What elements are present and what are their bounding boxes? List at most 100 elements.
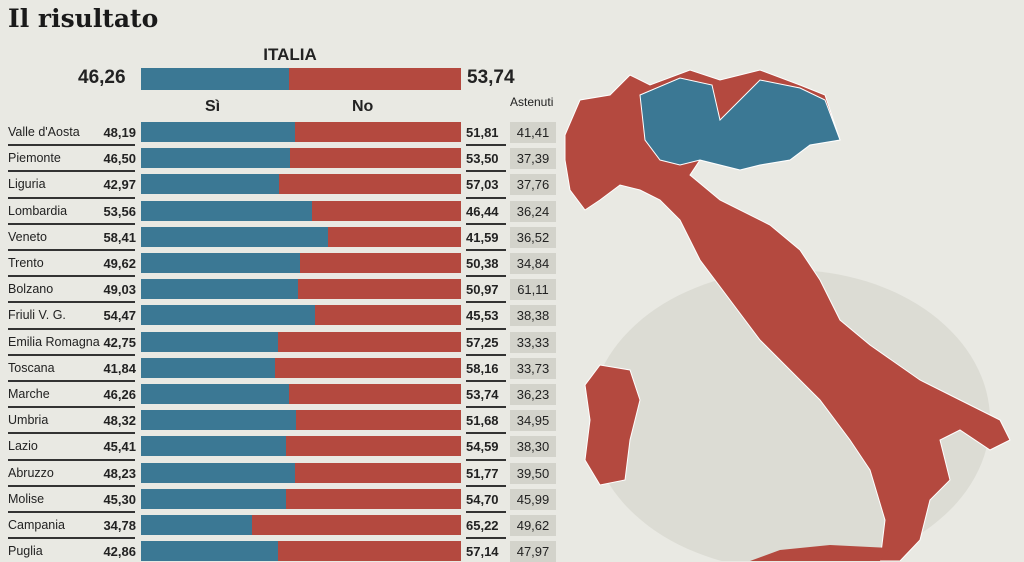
region-bar-no <box>295 462 461 483</box>
row-divider <box>8 458 135 461</box>
region-label: Friuli V. G. <box>8 308 66 323</box>
region-bar-no <box>295 410 461 431</box>
region-no-value: 53,74 <box>466 387 499 402</box>
region-bar-no <box>312 200 461 221</box>
region-si-value: 53,56 <box>103 203 136 219</box>
row-divider <box>8 196 135 199</box>
region-bar-si <box>141 226 328 247</box>
region-label: Puglia <box>8 544 43 559</box>
region-si-value: 46,50 <box>103 151 136 167</box>
region-astenuti-value: 39,50 <box>510 462 556 484</box>
region-bar <box>141 384 461 404</box>
region-si-value: 54,47 <box>103 308 136 324</box>
row-divider <box>466 196 506 199</box>
region-bar <box>141 226 461 247</box>
national-label: ITALIA <box>263 45 317 64</box>
region-bar-no <box>299 253 461 273</box>
region-si-value: 42,97 <box>103 177 136 193</box>
region-astenuti-value: 34,95 <box>510 410 556 432</box>
region-bar-si <box>141 174 279 195</box>
region-si-value: 48,19 <box>103 125 136 140</box>
row-divider <box>8 432 135 435</box>
region-astenuti-value: 41,41 <box>510 122 556 143</box>
row-divider <box>466 222 506 225</box>
region-label: Trento <box>8 256 44 270</box>
region-bar <box>141 148 461 169</box>
region-bar <box>141 279 461 300</box>
region-bar-no <box>274 357 461 378</box>
region-label: Bolzano <box>8 282 54 297</box>
map-north-si-regions <box>639 77 841 171</box>
row-divider <box>8 249 135 251</box>
row-divider <box>466 432 506 435</box>
region-bar <box>141 174 461 195</box>
region-no-value: 57,25 <box>466 334 499 350</box>
row-divider <box>8 406 135 409</box>
region-bar-no <box>285 488 461 509</box>
row-divider <box>8 537 135 540</box>
region-bar-si <box>141 357 275 378</box>
region-bar-si <box>141 305 316 326</box>
row-divider <box>466 406 506 409</box>
map-italy-mainland <box>564 69 1011 561</box>
region-no-value: 65,22 <box>466 518 499 533</box>
region-bar-si <box>141 515 253 535</box>
row-divider <box>8 511 135 513</box>
region-no-value: 45,53 <box>466 308 499 324</box>
region-bar <box>141 436 461 457</box>
region-label: Liguria <box>8 177 46 192</box>
region-si-value: 45,41 <box>103 439 136 455</box>
region-astenuti-value: 36,23 <box>510 384 556 405</box>
region-bar <box>141 410 461 431</box>
region-bar <box>141 122 461 142</box>
region-astenuti-value: 47,97 <box>510 541 556 562</box>
region-bar-no <box>278 541 461 562</box>
region-label: Molise <box>8 491 45 506</box>
row-divider <box>466 380 506 382</box>
region-astenuti-value: 37,76 <box>510 174 556 196</box>
row-divider <box>466 484 506 487</box>
row-divider <box>8 327 135 330</box>
region-no-value: 41,59 <box>466 229 499 245</box>
region-label: Veneto <box>8 229 47 244</box>
region-si-value: 49,03 <box>103 282 136 298</box>
region-bar <box>141 515 461 535</box>
region-astenuti-value: 36,24 <box>510 200 556 222</box>
row-divider <box>8 275 135 278</box>
region-astenuti-value: 33,73 <box>510 357 556 379</box>
region-si-value: 42,86 <box>103 544 136 560</box>
row-divider <box>466 170 506 173</box>
region-label: Umbria <box>8 413 49 428</box>
row-divider <box>466 275 506 278</box>
region-bar-si <box>141 253 300 273</box>
region-bar-si <box>141 331 278 352</box>
row-divider <box>8 170 135 173</box>
region-bar-si <box>141 541 279 562</box>
region-bar-si <box>141 279 298 300</box>
region-bar-no <box>286 436 461 457</box>
header-si: Sì <box>205 98 221 115</box>
region-si-value: 34,78 <box>103 518 136 533</box>
row-divider <box>8 144 135 147</box>
map-sardinia <box>584 364 641 486</box>
row-divider <box>466 537 506 540</box>
region-bar <box>141 462 461 483</box>
region-label: Toscana <box>8 360 55 375</box>
region-bar-si <box>141 488 286 509</box>
region-si-value: 49,62 <box>103 256 136 271</box>
map-sicily <box>750 545 890 561</box>
region-bar-no <box>295 122 461 142</box>
row-divider <box>466 327 506 330</box>
region-no-value: 51,77 <box>466 465 499 481</box>
region-bar-no <box>327 226 461 247</box>
region-bar-no <box>252 515 461 535</box>
row-divider <box>8 301 135 304</box>
region-label: Lombardia <box>8 203 68 218</box>
header-astenuti: Astenuti <box>510 95 554 109</box>
region-no-value: 54,59 <box>466 439 499 455</box>
region-no-value: 51,68 <box>466 413 499 429</box>
row-divider <box>8 380 135 382</box>
region-bar <box>141 253 461 273</box>
region-bar-no <box>297 279 461 300</box>
